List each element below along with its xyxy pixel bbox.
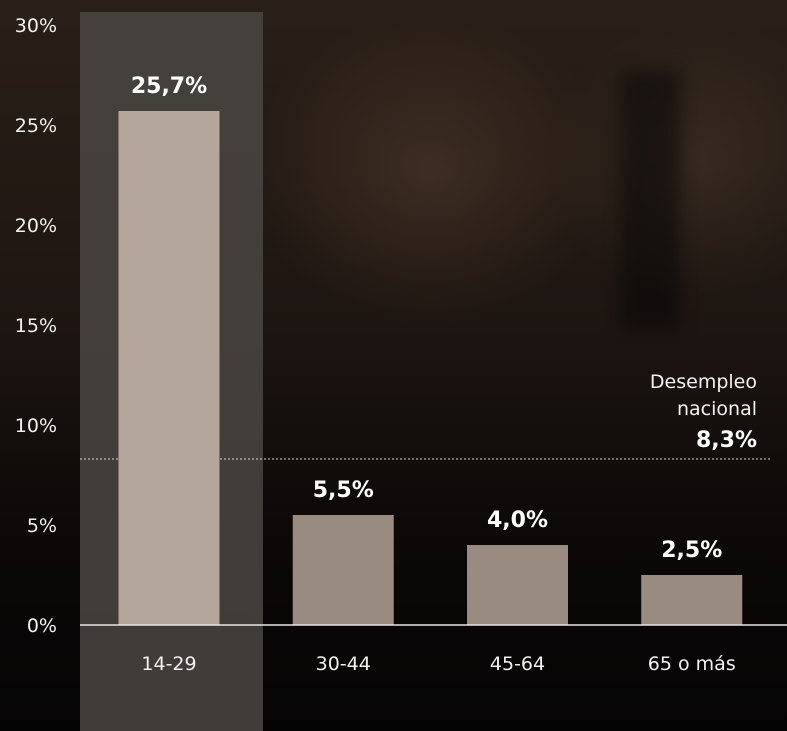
reference-label-line2: nacional [677, 398, 757, 420]
reference-value-label: 8,3% [696, 428, 757, 453]
y-tick-label: 5% [27, 515, 57, 537]
y-tick-label: 10% [15, 415, 57, 437]
x-category-label: 30-44 [316, 653, 371, 675]
x-category-label: 45-64 [490, 653, 545, 675]
x-category-label: 65 o más [648, 653, 736, 675]
bar [467, 545, 568, 625]
bar-value-label: 4,0% [487, 508, 548, 533]
x-category-label: 14-29 [141, 653, 196, 675]
y-tick-label: 15% [15, 315, 57, 337]
bar [641, 575, 743, 625]
bar-value-label: 25,7% [131, 74, 207, 99]
bar [118, 111, 220, 625]
y-tick-label: 30% [15, 15, 57, 37]
y-tick-label: 25% [15, 115, 57, 137]
y-tick-label: 20% [15, 215, 57, 237]
bar-value-label: 2,5% [661, 538, 722, 563]
reference-label-line1: Desempleo [650, 371, 757, 393]
y-tick-label: 0% [27, 615, 57, 637]
bar-value-label: 5,5% [313, 478, 374, 503]
bar [292, 515, 394, 625]
